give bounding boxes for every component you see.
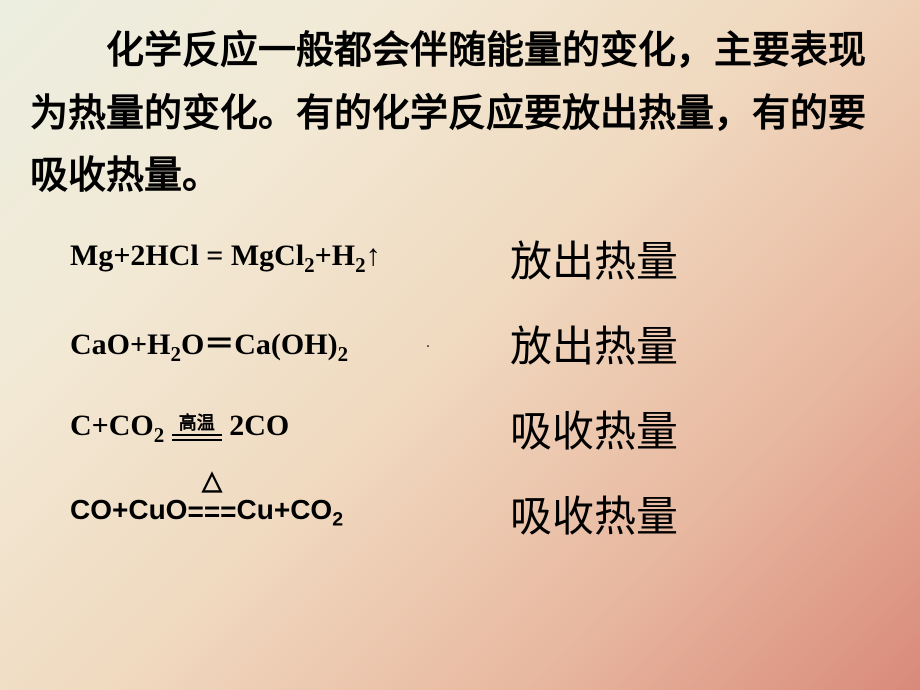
- slide-content: 化学反应一般都会伴随能量的变化，主要表现为热量的变化。有的化学反应要放出热量，有…: [0, 0, 920, 690]
- equation-formula-1: Mg+2HCl = MgCl2+H2↑: [70, 239, 500, 278]
- equation-note-2: 放出热量: [510, 313, 678, 374]
- stray-dot: ·: [426, 339, 430, 354]
- equations-block: Mg+2HCl = MgCl2+H2↑ 放出热量 CaO+H2O＝Ca(OH)2…: [70, 228, 890, 543]
- equation-note-4: 吸收热量: [510, 483, 678, 544]
- equation-formula-3: C+CO2 高温 2CO: [70, 409, 500, 448]
- equation-row-1: Mg+2HCl = MgCl2+H2↑ 放出热量: [70, 228, 890, 288]
- equation-row-2: CaO+H2O＝Ca(OH)2 · 放出热量: [70, 313, 890, 373]
- equation-formula-4: CO+CuO△===Cu+CO2: [70, 494, 500, 532]
- equation-note-3: 吸收热量: [510, 398, 678, 459]
- equation-row-4: CO+CuO△===Cu+CO2 吸收热量: [70, 483, 890, 543]
- formula-2-text: CaO+H2O＝Ca(OH)2: [70, 328, 348, 361]
- intro-paragraph: 化学反应一般都会伴随能量的变化，主要表现为热量的变化。有的化学反应要放出热量，有…: [30, 20, 890, 208]
- equation-note-1: 放出热量: [510, 228, 678, 289]
- equation-row-3: C+CO2 高温 2CO 吸收热量: [70, 398, 890, 458]
- equation-formula-2: CaO+H2O＝Ca(OH)2 ·: [70, 319, 500, 367]
